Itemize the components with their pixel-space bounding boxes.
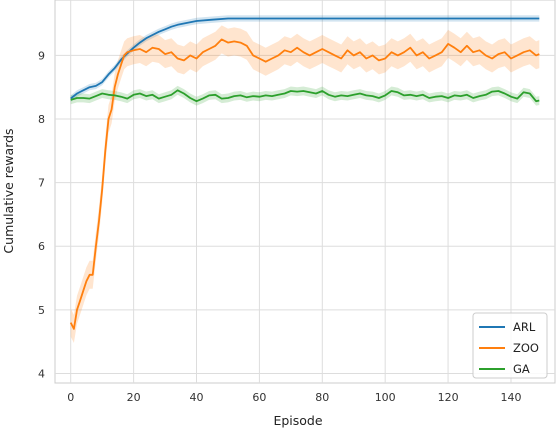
y-tick-label: 7 bbox=[38, 177, 45, 190]
legend-box bbox=[472, 312, 548, 379]
x-tick-label: 100 bbox=[375, 391, 396, 404]
band-zoo bbox=[70, 25, 540, 343]
confidence-bands bbox=[70, 15, 540, 343]
x-tick-label: 120 bbox=[438, 391, 459, 404]
y-tick-label: 8 bbox=[38, 113, 45, 126]
grid bbox=[55, 0, 555, 383]
legend-label-arl: ARL bbox=[513, 320, 536, 334]
x-tick-labels: 0 20 40 60 80 100 120 140 bbox=[67, 391, 521, 404]
y-tick-label: 6 bbox=[38, 240, 45, 253]
y-tick-label: 4 bbox=[38, 367, 45, 380]
series-line-arl bbox=[70, 17, 540, 100]
x-tick-label: 80 bbox=[315, 391, 329, 404]
x-tick-label: 20 bbox=[127, 391, 141, 404]
band-ga bbox=[70, 85, 540, 106]
legend-label-ga: GA bbox=[513, 362, 530, 376]
x-tick-label: 140 bbox=[500, 391, 521, 404]
y-axis-label: Cumulative rewards bbox=[1, 128, 16, 253]
x-tick-label: 0 bbox=[67, 391, 74, 404]
y-tick-label: 9 bbox=[38, 49, 45, 62]
plot-area bbox=[54, 0, 556, 384]
y-tick-labels: 4 5 6 7 8 9 bbox=[38, 49, 45, 380]
legend: ARL ZOO GA bbox=[472, 312, 548, 379]
series-lines bbox=[69, 17, 540, 330]
x-axis-label: Episode bbox=[273, 413, 322, 428]
x-tick-label: 60 bbox=[252, 391, 266, 404]
legend-label-zoo: ZOO bbox=[513, 341, 539, 355]
y-tick-label: 5 bbox=[38, 304, 45, 317]
x-tick-label: 40 bbox=[190, 391, 204, 404]
series-line-zoo bbox=[69, 38, 540, 330]
series-line-ga bbox=[70, 89, 540, 103]
